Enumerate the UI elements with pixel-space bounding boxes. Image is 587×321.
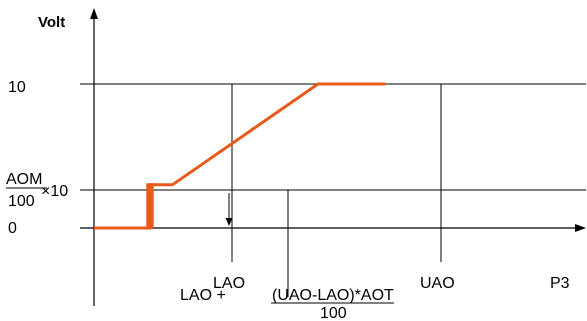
hysteresis-arrow-head <box>225 218 233 226</box>
annotation-numerator: (UAO-LAO)*AOT <box>272 287 394 304</box>
annotation-prefix: LAO + <box>180 287 230 304</box>
x-axis-label: P3 <box>550 275 570 292</box>
y-tick-aom-denominator: 100 <box>8 193 35 210</box>
y-tick-aom-multiplier: ×10 <box>41 183 68 200</box>
y-tick-0: 0 <box>8 220 17 237</box>
x-tick-uao: UAO <box>420 275 455 292</box>
x-axis-arrow <box>575 224 586 232</box>
y-tick-aom-numerator: AOM <box>6 171 42 188</box>
y-tick-10: 10 <box>8 79 26 96</box>
x-tick-lao: LAO <box>213 275 245 292</box>
hysteresis-line <box>146 183 154 228</box>
output-line <box>94 82 386 230</box>
annotation-denominator: 100 <box>320 305 347 321</box>
y-axis-label: Volt <box>38 14 65 31</box>
y-axis-arrow <box>90 8 98 19</box>
